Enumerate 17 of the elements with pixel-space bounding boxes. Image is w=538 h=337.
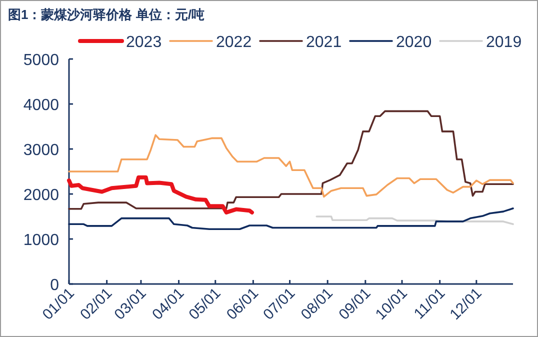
line-series bbox=[68, 134, 514, 198]
y-tick-label: 2000 bbox=[23, 187, 60, 204]
line-series bbox=[68, 110, 514, 210]
y-tick-label: 3000 bbox=[23, 142, 60, 159]
line-series bbox=[67, 175, 254, 214]
y-tick-label: 4000 bbox=[23, 97, 60, 114]
legend-label: 2022 bbox=[216, 34, 252, 51]
y-tick-label: 1000 bbox=[23, 232, 60, 249]
legend-label: 2021 bbox=[306, 34, 342, 51]
legend-label: 2023 bbox=[126, 34, 162, 51]
line-series bbox=[68, 208, 514, 230]
y-tick-label: 0 bbox=[50, 277, 60, 294]
chart-title: 图1：蒙煤沙河驿价格 单位：元/吨 bbox=[8, 7, 204, 22]
legend-label: 2019 bbox=[486, 34, 522, 51]
y-tick-label: 5000 bbox=[23, 52, 60, 69]
line-series bbox=[316, 216, 514, 226]
legend-label: 2020 bbox=[396, 34, 432, 51]
